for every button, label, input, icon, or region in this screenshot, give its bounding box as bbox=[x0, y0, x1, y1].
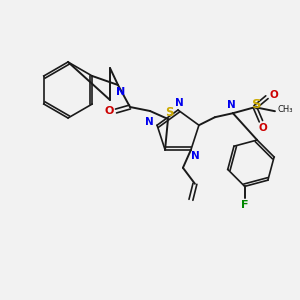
Text: CH₃: CH₃ bbox=[278, 105, 293, 114]
Text: O: O bbox=[259, 123, 267, 133]
Text: O: O bbox=[269, 90, 278, 100]
Text: S: S bbox=[165, 106, 173, 118]
Text: F: F bbox=[241, 200, 248, 210]
Text: N: N bbox=[226, 100, 235, 110]
Text: N: N bbox=[145, 117, 154, 127]
Text: S: S bbox=[252, 98, 262, 111]
Text: N: N bbox=[190, 151, 199, 161]
Text: O: O bbox=[104, 106, 114, 116]
Text: N: N bbox=[116, 87, 126, 97]
Text: N: N bbox=[175, 98, 183, 108]
